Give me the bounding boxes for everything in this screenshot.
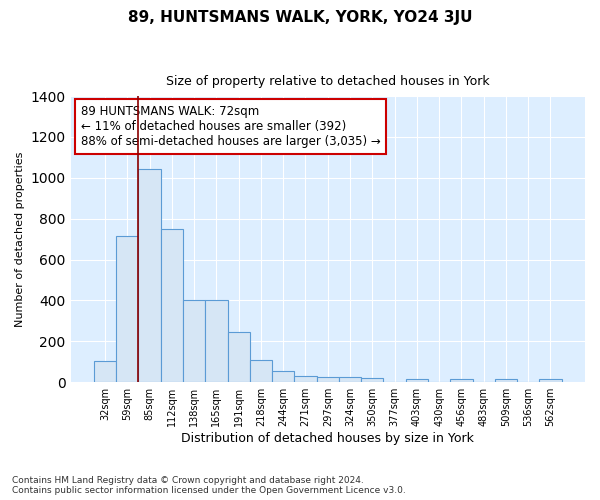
Bar <box>161 229 183 382</box>
Text: Contains HM Land Registry data © Crown copyright and database right 2024.
Contai: Contains HM Land Registry data © Crown c… <box>12 476 406 495</box>
Bar <box>539 379 562 382</box>
Bar <box>183 300 205 382</box>
Y-axis label: Number of detached properties: Number of detached properties <box>15 152 25 327</box>
Bar <box>495 379 517 382</box>
Bar <box>450 379 473 382</box>
Bar <box>272 371 295 382</box>
Bar <box>139 168 161 382</box>
X-axis label: Distribution of detached houses by size in York: Distribution of detached houses by size … <box>181 432 474 445</box>
Bar <box>250 360 272 382</box>
Bar <box>116 236 139 382</box>
Bar <box>205 300 227 382</box>
Text: 89, HUNTSMANS WALK, YORK, YO24 3JU: 89, HUNTSMANS WALK, YORK, YO24 3JU <box>128 10 472 25</box>
Bar <box>227 332 250 382</box>
Bar <box>406 379 428 382</box>
Bar <box>317 377 339 382</box>
Bar <box>361 378 383 382</box>
Bar <box>339 377 361 382</box>
Bar <box>295 376 317 382</box>
Bar <box>94 361 116 382</box>
Text: 89 HUNTSMANS WALK: 72sqm
← 11% of detached houses are smaller (392)
88% of semi-: 89 HUNTSMANS WALK: 72sqm ← 11% of detach… <box>81 104 380 148</box>
Title: Size of property relative to detached houses in York: Size of property relative to detached ho… <box>166 75 490 88</box>
